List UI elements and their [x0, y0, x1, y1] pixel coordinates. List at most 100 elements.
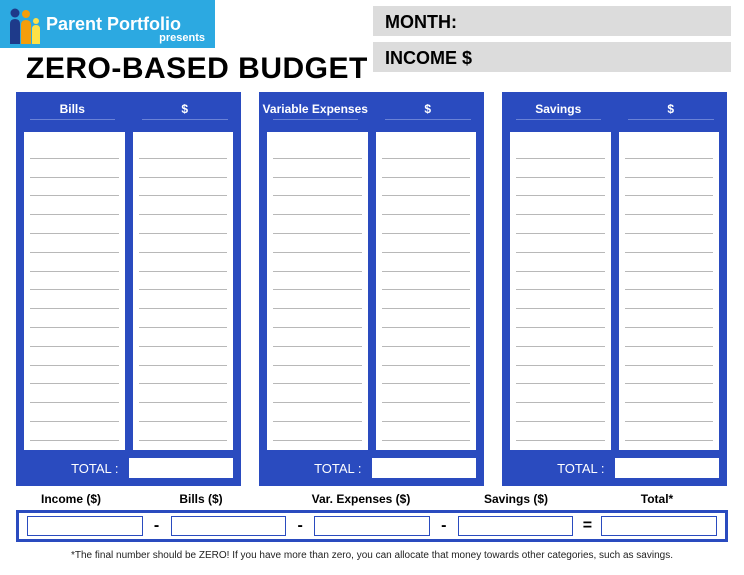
entry-line[interactable]	[382, 347, 471, 366]
entry-line[interactable]	[30, 253, 119, 272]
entry-line[interactable]	[625, 159, 714, 178]
entry-line[interactable]	[30, 234, 119, 253]
entry-line[interactable]	[273, 253, 362, 272]
entry-line[interactable]	[30, 403, 119, 422]
entry-line[interactable]	[30, 140, 119, 159]
entry-line[interactable]	[382, 272, 471, 291]
entry-line[interactable]	[139, 272, 228, 291]
entry-line[interactable]	[382, 309, 471, 328]
entry-line[interactable]	[30, 384, 119, 403]
entry-line[interactable]	[516, 422, 605, 441]
entry-line[interactable]	[625, 196, 714, 215]
equation-box[interactable]	[314, 516, 430, 536]
entry-line[interactable]	[516, 328, 605, 347]
entry-line[interactable]	[382, 328, 471, 347]
entry-line[interactable]	[139, 253, 228, 272]
amount-column[interactable]	[619, 132, 720, 450]
equation-box[interactable]	[27, 516, 143, 536]
entry-line[interactable]	[273, 403, 362, 422]
entry-line[interactable]	[139, 403, 228, 422]
equation-box[interactable]	[171, 516, 287, 536]
entry-line[interactable]	[273, 422, 362, 441]
entry-line[interactable]	[273, 196, 362, 215]
entry-line[interactable]	[30, 328, 119, 347]
entry-line[interactable]	[382, 178, 471, 197]
equation-box[interactable]	[458, 516, 574, 536]
entry-line[interactable]	[516, 178, 605, 197]
item-column[interactable]	[267, 132, 368, 450]
entry-line[interactable]	[382, 422, 471, 441]
entry-line[interactable]	[30, 196, 119, 215]
entry-line[interactable]	[30, 159, 119, 178]
entry-line[interactable]	[516, 384, 605, 403]
entry-line[interactable]	[516, 403, 605, 422]
entry-line[interactable]	[273, 234, 362, 253]
entry-line[interactable]	[382, 253, 471, 272]
entry-line[interactable]	[516, 290, 605, 309]
entry-line[interactable]	[139, 422, 228, 441]
month-field[interactable]: MONTH:	[373, 6, 731, 36]
entry-line[interactable]	[139, 290, 228, 309]
entry-line[interactable]	[273, 384, 362, 403]
entry-line[interactable]	[139, 384, 228, 403]
entry-line[interactable]	[516, 234, 605, 253]
total-box[interactable]	[129, 458, 234, 478]
entry-line[interactable]	[625, 347, 714, 366]
entry-line[interactable]	[382, 290, 471, 309]
entry-line[interactable]	[382, 215, 471, 234]
entry-line[interactable]	[139, 328, 228, 347]
entry-line[interactable]	[273, 140, 362, 159]
entry-line[interactable]	[273, 159, 362, 178]
entry-line[interactable]	[30, 347, 119, 366]
entry-line[interactable]	[139, 215, 228, 234]
entry-line[interactable]	[516, 253, 605, 272]
entry-line[interactable]	[30, 290, 119, 309]
total-box[interactable]	[615, 458, 720, 478]
entry-line[interactable]	[625, 234, 714, 253]
entry-line[interactable]	[273, 347, 362, 366]
entry-line[interactable]	[625, 366, 714, 385]
entry-line[interactable]	[625, 272, 714, 291]
entry-line[interactable]	[139, 178, 228, 197]
entry-line[interactable]	[516, 215, 605, 234]
entry-line[interactable]	[516, 140, 605, 159]
entry-line[interactable]	[516, 159, 605, 178]
entry-line[interactable]	[625, 422, 714, 441]
entry-line[interactable]	[516, 272, 605, 291]
entry-line[interactable]	[273, 328, 362, 347]
entry-line[interactable]	[625, 328, 714, 347]
entry-line[interactable]	[273, 290, 362, 309]
entry-line[interactable]	[30, 178, 119, 197]
entry-line[interactable]	[382, 403, 471, 422]
entry-line[interactable]	[30, 272, 119, 291]
entry-line[interactable]	[625, 215, 714, 234]
item-column[interactable]	[24, 132, 125, 450]
entry-line[interactable]	[382, 384, 471, 403]
entry-line[interactable]	[139, 196, 228, 215]
entry-line[interactable]	[30, 422, 119, 441]
entry-line[interactable]	[625, 290, 714, 309]
amount-column[interactable]	[376, 132, 477, 450]
entry-line[interactable]	[625, 178, 714, 197]
entry-line[interactable]	[382, 196, 471, 215]
equation-box[interactable]	[601, 516, 717, 536]
entry-line[interactable]	[273, 215, 362, 234]
entry-line[interactable]	[516, 309, 605, 328]
entry-line[interactable]	[516, 366, 605, 385]
entry-line[interactable]	[273, 366, 362, 385]
entry-line[interactable]	[625, 253, 714, 272]
entry-line[interactable]	[382, 140, 471, 159]
entry-line[interactable]	[625, 309, 714, 328]
entry-line[interactable]	[30, 309, 119, 328]
entry-line[interactable]	[273, 178, 362, 197]
entry-line[interactable]	[139, 234, 228, 253]
entry-line[interactable]	[273, 272, 362, 291]
entry-line[interactable]	[625, 384, 714, 403]
entry-line[interactable]	[139, 347, 228, 366]
entry-line[interactable]	[382, 366, 471, 385]
item-column[interactable]	[510, 132, 611, 450]
entry-line[interactable]	[139, 366, 228, 385]
entry-line[interactable]	[516, 347, 605, 366]
entry-line[interactable]	[139, 159, 228, 178]
entry-line[interactable]	[273, 309, 362, 328]
